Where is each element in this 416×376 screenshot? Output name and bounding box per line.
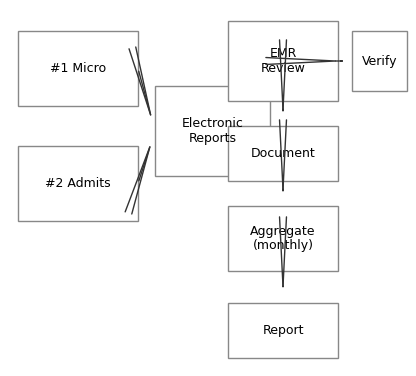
Text: #2 Admits: #2 Admits <box>45 177 111 190</box>
Text: Electronic
Reports: Electronic Reports <box>181 117 243 145</box>
Text: Aggregate
(monthly): Aggregate (monthly) <box>250 224 316 253</box>
Text: Verify: Verify <box>362 55 397 68</box>
Bar <box>228 126 338 181</box>
Bar <box>18 146 138 221</box>
Bar <box>228 303 338 358</box>
Bar <box>352 31 407 91</box>
Bar <box>18 31 138 106</box>
Text: #1 Micro: #1 Micro <box>50 62 106 75</box>
Bar <box>228 206 338 271</box>
Text: Report: Report <box>262 324 304 337</box>
Text: EMR
Review: EMR Review <box>260 47 305 75</box>
Text: Document: Document <box>250 147 315 160</box>
Bar <box>228 21 338 101</box>
Bar <box>155 86 270 176</box>
